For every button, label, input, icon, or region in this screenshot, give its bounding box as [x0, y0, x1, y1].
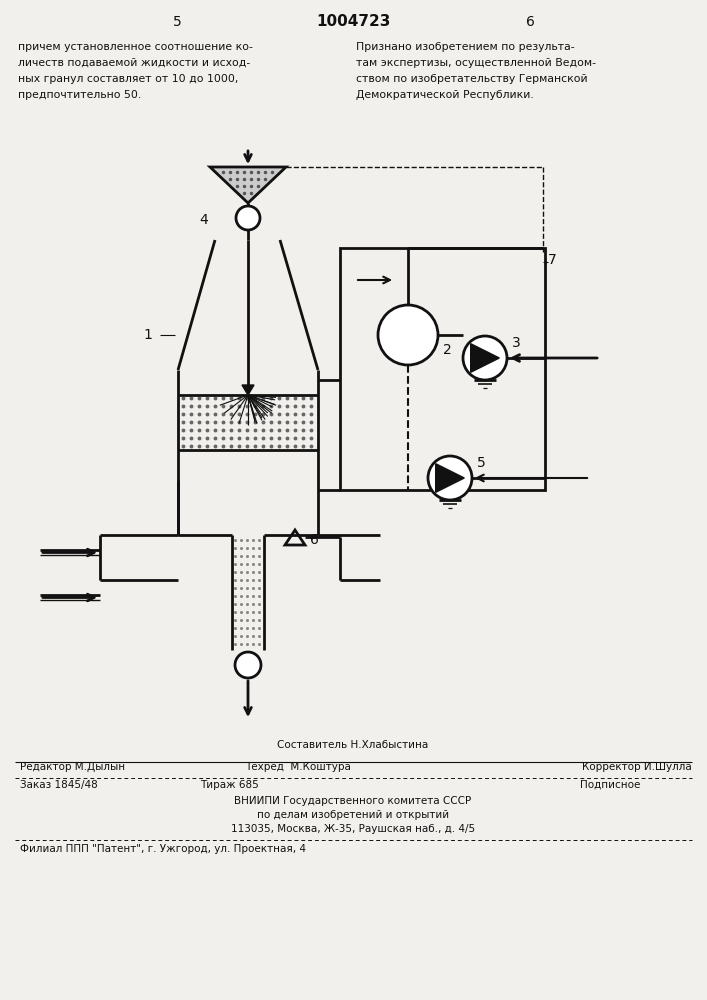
Circle shape: [463, 336, 507, 380]
Text: личеств подаваемой жидкости и исход-: личеств подаваемой жидкости и исход-: [18, 58, 250, 68]
Text: там экспертизы, осуществленной Ведом-: там экспертизы, осуществленной Ведом-: [356, 58, 596, 68]
Text: по делам изобретений и открытий: по делам изобретений и открытий: [257, 810, 449, 820]
Text: Филиал ППП "Патент", г. Ужгород, ул. Проектная, 4: Филиал ППП "Патент", г. Ужгород, ул. Про…: [20, 844, 306, 854]
Text: 6: 6: [525, 15, 534, 29]
Circle shape: [236, 206, 260, 230]
Text: Признано изобретением по результа-: Признано изобретением по результа-: [356, 42, 575, 52]
Text: Корректор И.Шулла: Корректор И.Шулла: [583, 762, 692, 772]
Text: 4: 4: [199, 213, 208, 227]
Text: 113035, Москва, Ж-35, Раушская наб., д. 4/5: 113035, Москва, Ж-35, Раушская наб., д. …: [231, 824, 475, 834]
Text: 5: 5: [173, 15, 182, 29]
Text: ных гранул составляет от 10 до 1000,: ных гранул составляет от 10 до 1000,: [18, 74, 238, 84]
Text: ВНИИПИ Государственного комитета СССР: ВНИИПИ Государственного комитета СССР: [235, 796, 472, 806]
Polygon shape: [210, 167, 286, 203]
Text: Редактор М.Дылын: Редактор М.Дылын: [20, 762, 125, 772]
Polygon shape: [242, 385, 254, 395]
Text: ством по изобретательству Германской: ством по изобретательству Германской: [356, 74, 588, 84]
Text: 7: 7: [548, 253, 556, 267]
Text: Подписное: Подписное: [580, 780, 641, 790]
Polygon shape: [436, 464, 464, 492]
Text: Составитель Н.Хлабыстина: Составитель Н.Хлабыстина: [277, 740, 428, 750]
Polygon shape: [471, 344, 499, 372]
Text: причем установленное соотношение ко-: причем установленное соотношение ко-: [18, 42, 253, 52]
Circle shape: [428, 456, 472, 500]
Text: Демократической Республики.: Демократической Республики.: [356, 90, 534, 100]
Text: предпочтительно 50.: предпочтительно 50.: [18, 90, 141, 100]
Text: Тираж 685: Тираж 685: [200, 780, 259, 790]
Text: 1: 1: [144, 328, 153, 342]
Text: 1004723: 1004723: [316, 14, 390, 29]
Text: 6: 6: [310, 533, 319, 547]
Text: 2: 2: [443, 343, 452, 357]
Text: Заказ 1845/48: Заказ 1845/48: [20, 780, 98, 790]
Circle shape: [378, 305, 438, 365]
Circle shape: [235, 652, 261, 678]
Text: 3: 3: [512, 336, 521, 350]
Text: Техред  М.Коштура: Техред М.Коштура: [245, 762, 351, 772]
Text: 5: 5: [477, 456, 486, 470]
Text: TC: TC: [397, 328, 419, 342]
Bar: [340, 248, 545, 490]
